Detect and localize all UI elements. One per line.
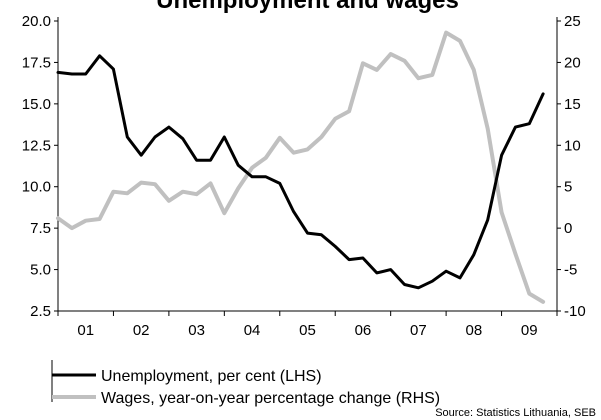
x-tick-label: 07 [410, 322, 427, 339]
wages-line [56, 30, 546, 304]
chart-title: Unemployment and wages [156, 0, 459, 14]
left-tick-label: 10.0 [22, 179, 51, 196]
x-tick-label: 06 [355, 322, 372, 339]
left-tick-label: 7.5 [30, 220, 51, 237]
x-tick-label: 04 [244, 322, 261, 339]
x-tick-label: 05 [299, 322, 316, 339]
unemployment-line [56, 54, 545, 290]
x-tick-label: 02 [133, 322, 150, 339]
series-layer [56, 30, 546, 304]
left-tick-label: 15.0 [22, 96, 51, 113]
right-tick-label: 5 [564, 179, 572, 196]
right-tick-label: 0 [564, 220, 572, 237]
left-tick-label: 5.0 [30, 262, 51, 279]
right-tick-label: 20 [564, 54, 581, 71]
x-tick-label: 09 [521, 322, 538, 339]
legend-label-unemployment: Unemployment, per cent (LHS) [101, 368, 322, 385]
source-note: Source: Statistics Lithuania, SEB [435, 407, 596, 419]
left-tick-label: 20.0 [22, 13, 51, 30]
axes-layer: 2.55.07.510.012.515.017.520.0-10-5051015… [22, 13, 586, 339]
left-tick-label: 17.5 [22, 54, 51, 71]
x-tick-label: 08 [465, 322, 482, 339]
right-tick-label: 25 [564, 13, 581, 30]
legend-label-wages: Wages, year-on-year percentage change (R… [101, 390, 440, 407]
x-tick-label: 03 [188, 322, 205, 339]
left-tick-label: 2.5 [30, 303, 51, 320]
right-tick-label: -5 [564, 262, 577, 279]
x-tick-label: 01 [77, 322, 94, 339]
right-tick-label: -10 [564, 303, 586, 320]
right-tick-label: 10 [564, 137, 581, 154]
title-layer: Unemployment and wages [156, 0, 459, 14]
left-tick-label: 12.5 [22, 137, 51, 154]
right-tick-label: 15 [564, 96, 581, 113]
legend-layer: Unemployment, per cent (LHS) Wages, year-… [51, 360, 596, 419]
